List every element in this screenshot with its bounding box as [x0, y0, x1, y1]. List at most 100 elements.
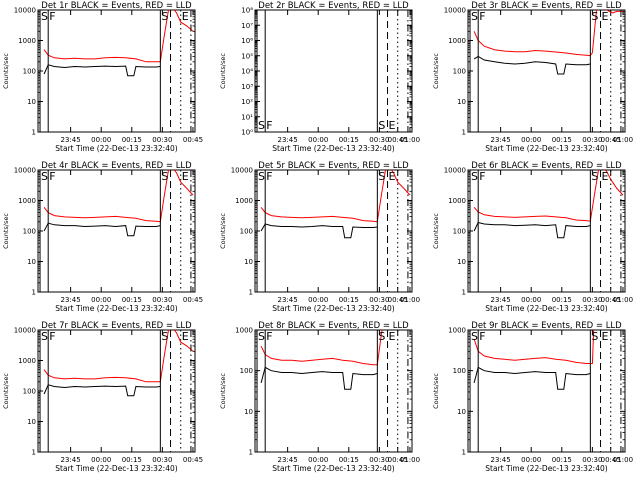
x-axis-label: Start Time (22-Dec-13 23:32:40)	[55, 144, 177, 153]
series-events	[43, 222, 161, 237]
y-tick-label: 10	[27, 418, 36, 426]
y-tick-label: 10²	[241, 98, 253, 106]
x-tick-label: 23:45	[491, 296, 511, 304]
x-tick-label: 00:30	[369, 136, 389, 144]
y-tick-label: 10¹	[241, 113, 253, 121]
panel-title: Det 2r BLACK = Events, RED = LLD	[258, 1, 409, 11]
x-tick-label: 00:30	[582, 296, 602, 304]
marker-label: F	[479, 10, 485, 23]
x-tick-label: 00:45	[601, 456, 621, 464]
panel-det9r: Det 9r BLACK = Events, RED = LLD 1 10 100 10…	[432, 321, 633, 473]
y-tick-label: 1000	[18, 197, 36, 205]
marker-label: F	[49, 330, 55, 343]
marker-label: F	[49, 10, 55, 23]
y-tick-label: 10⁸	[241, 7, 253, 15]
x-tick-label: 00:30	[582, 136, 602, 144]
y-tick-label: 10000	[444, 167, 466, 175]
x-tick-label: 01:00	[400, 296, 420, 304]
marker-label: F	[266, 330, 272, 343]
x-axis-label: Start Time (22-Dec-13 23:32:40)	[272, 464, 394, 473]
marker-label: S	[591, 10, 598, 23]
y-tick-label: 1	[32, 129, 36, 137]
x-tick-label: 00:45	[601, 296, 621, 304]
y-tick-label: 10⁷	[241, 22, 253, 30]
panel-title: Det 7r BLACK = Events, RED = LLD	[41, 321, 192, 331]
x-tick-label: 00:30	[152, 296, 172, 304]
x-tick-label: 00:45	[388, 296, 408, 304]
y-tick-label: 10000	[14, 327, 36, 335]
x-tick-label: 00:15	[552, 296, 572, 304]
panel-title: Det 6r BLACK = Events, RED = LLD	[471, 161, 622, 171]
marker-label: F	[266, 119, 272, 132]
panel-det3r: Det 3r BLACK = Events, RED = LLD 1 10 100 10…	[432, 1, 633, 153]
x-tick-label: 00:15	[122, 456, 142, 464]
marker-label: F	[266, 170, 272, 183]
y-tick-label: 10	[27, 98, 36, 106]
marker-label: S	[161, 10, 168, 23]
x-tick-label: 00:45	[388, 456, 408, 464]
marker-label: S	[378, 170, 385, 183]
y-tick-label: 10	[457, 408, 466, 416]
x-tick-label: 00:30	[152, 136, 172, 144]
x-tick-label: 00:30	[369, 456, 389, 464]
marker-label: S	[378, 330, 385, 343]
x-axis-label: Start Time (22-Dec-13 23:32:40)	[485, 464, 607, 473]
y-axis-label: Counts/sec	[219, 53, 227, 89]
panel-det1r: Det 1r BLACK = Events, RED = LLD 1 10 100 10…	[2, 1, 203, 153]
series-lld	[43, 330, 194, 383]
y-tick-label: 100	[240, 367, 253, 375]
x-tick-label: 23:45	[491, 456, 511, 464]
y-axis-label: Counts/sec	[2, 53, 10, 89]
marker-label: E	[602, 330, 609, 343]
marker-label: E	[389, 330, 396, 343]
x-tick-label: 00:00	[308, 136, 328, 144]
x-tick-label: 00:30	[369, 296, 389, 304]
y-tick-label: 1	[462, 449, 466, 457]
y-tick-label: 1	[249, 289, 253, 297]
marker-label: E	[389, 119, 396, 132]
marker-label: E	[389, 170, 396, 183]
panel-title: Det 1r BLACK = Events, RED = LLD	[41, 1, 192, 11]
x-tick-label: 01:00	[400, 456, 420, 464]
y-tick-label: 10³	[241, 83, 253, 91]
y-tick-label: 10⁵	[241, 52, 253, 60]
x-axis-label: Start Time (22-Dec-13 23:32:40)	[55, 304, 177, 313]
marker-label: S	[41, 10, 48, 23]
x-tick-label: 23:45	[278, 296, 298, 304]
y-tick-label: 1	[462, 129, 466, 137]
x-tick-label: 01:00	[613, 136, 633, 144]
plot-frame	[467, 329, 626, 453]
series-lld	[473, 330, 595, 364]
marker-label: E	[602, 170, 609, 183]
panel-det8r: Det 8r BLACK = Events, RED = LLD 1 10 100 10…	[219, 321, 420, 473]
y-axis-label: Counts/sec	[2, 213, 10, 249]
y-axis-label: Counts/sec	[219, 213, 227, 249]
y-tick-label: 1000	[235, 197, 253, 205]
x-tick-label: 00:15	[339, 136, 359, 144]
marker-label: S	[258, 170, 265, 183]
panel-det6r: Det 6r BLACK = Events, RED = LLD 1 10 100 10…	[432, 161, 633, 313]
panel-title: Det 4r BLACK = Events, RED = LLD	[41, 161, 192, 171]
x-axis-label: Start Time (22-Dec-13 23:32:40)	[55, 464, 177, 473]
y-tick-label: 1	[32, 289, 36, 297]
y-tick-label: 100	[453, 68, 466, 76]
y-tick-label: 10000	[231, 167, 253, 175]
x-tick-label: 00:15	[552, 136, 572, 144]
y-tick-label: 100	[240, 228, 253, 236]
y-tick-label: 1000	[448, 197, 466, 205]
x-tick-label: 00:45	[388, 136, 408, 144]
y-tick-label: 1000	[18, 357, 36, 365]
series-events	[260, 223, 378, 239]
x-tick-label: 00:15	[339, 296, 359, 304]
panel-title: Det 8r BLACK = Events, RED = LLD	[258, 321, 409, 331]
x-tick-label: 00:45	[183, 296, 203, 304]
y-tick-label: 10	[244, 408, 253, 416]
series-lld	[260, 330, 383, 366]
series-events	[473, 366, 591, 390]
series-events	[260, 366, 378, 390]
x-tick-label: 00:15	[122, 136, 142, 144]
y-axis-label: Counts/sec	[432, 213, 440, 249]
x-tick-label: 00:00	[308, 456, 328, 464]
x-tick-label: 00:30	[582, 456, 602, 464]
